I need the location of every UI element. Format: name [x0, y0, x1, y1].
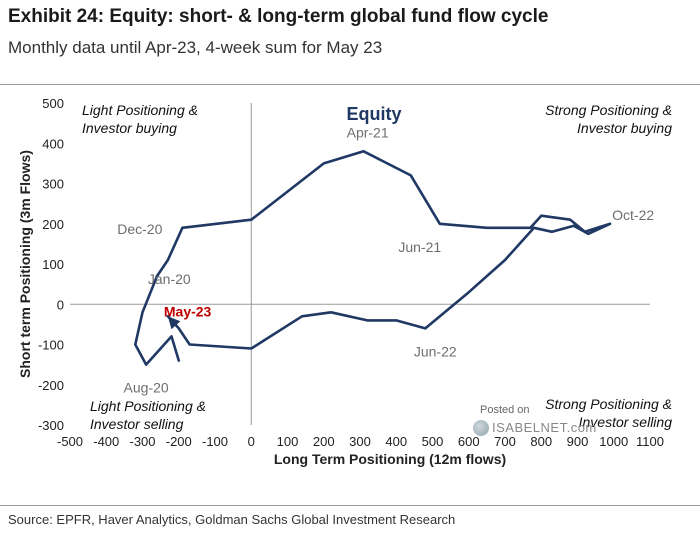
- x-tick-label: 500: [422, 434, 444, 449]
- quadrant-label-bottom-left: Light Positioning & Investor selling: [90, 398, 206, 432]
- annotation-label: Jun-21: [398, 239, 441, 255]
- x-tick-label: -400: [93, 434, 119, 449]
- x-tick-label: -300: [129, 434, 155, 449]
- watermark-posted-on: Posted on: [480, 404, 530, 416]
- y-tick-label: -200: [38, 378, 64, 393]
- x-tick-label: 1100: [636, 434, 664, 449]
- annotation-label: Jan-20: [148, 271, 191, 287]
- x-tick-label: 700: [494, 434, 516, 449]
- top-divider: [0, 84, 700, 85]
- quadrant-label-top-right: Strong Positioning & Investor buying: [545, 102, 672, 136]
- annotation-label: Apr-21: [347, 124, 389, 140]
- x-tick-label: 200: [313, 434, 335, 449]
- x-tick-label: -100: [202, 434, 228, 449]
- x-axis-title: Long Term Positioning (12m flows): [274, 451, 506, 467]
- x-tick-label: 600: [458, 434, 480, 449]
- annotation-label: May-23: [164, 303, 212, 319]
- x-tick-label: 900: [567, 434, 589, 449]
- latest-arrowhead: [167, 316, 181, 330]
- y-tick-label: 200: [42, 217, 64, 232]
- y-tick-label: -300: [38, 418, 64, 433]
- annotation-label: Jun-22: [414, 343, 457, 359]
- y-axis-title: Short term Positioning (3m Flows): [17, 150, 33, 378]
- x-tick-label: 400: [385, 434, 407, 449]
- y-tick-label: 100: [42, 257, 64, 272]
- exhibit-title: Exhibit 24: Equity: short- & long-term g…: [8, 6, 549, 27]
- quadrant-label-top-left: Light Positioning & Investor buying: [82, 102, 198, 136]
- annotation-label: Aug-20: [124, 380, 169, 396]
- y-tick-label: 400: [42, 136, 64, 151]
- bottom-divider: [0, 505, 700, 506]
- exhibit-subtitle: Monthly data until Apr-23, 4-week sum fo…: [8, 38, 383, 57]
- x-tick-label: -500: [57, 434, 83, 449]
- y-tick-label: 300: [42, 177, 64, 192]
- x-tick-label: 800: [530, 434, 552, 449]
- annotation-label: Dec-20: [117, 221, 162, 237]
- y-tick-label: -100: [38, 338, 64, 353]
- x-tick-label: 300: [349, 434, 371, 449]
- annotation-label: Oct-22: [612, 207, 654, 223]
- y-tick-label: 500: [42, 96, 64, 111]
- x-tick-label: 0: [248, 434, 255, 449]
- chart-title: Equity: [346, 104, 401, 124]
- watermark-logo-icon: [473, 420, 489, 436]
- x-tick-label: -200: [166, 434, 192, 449]
- flow-series-line-1: [166, 150, 612, 350]
- x-tick-label: 1000: [599, 434, 628, 449]
- source-note: Source: EPFR, Haver Analytics, Goldman S…: [8, 512, 456, 527]
- flow-series-line-2: [134, 226, 184, 366]
- quadrant-label-bottom-right: Strong Positioning & Investor selling: [545, 396, 672, 430]
- y-tick-label: 0: [57, 297, 64, 312]
- watermark-brand: ISABELNET.com: [492, 420, 597, 435]
- x-tick-label: 100: [277, 434, 299, 449]
